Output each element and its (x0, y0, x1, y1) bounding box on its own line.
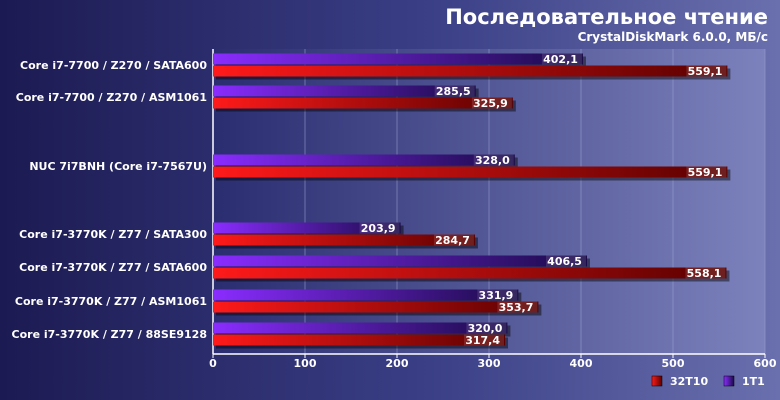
bar-32t10 (213, 334, 506, 346)
x-tick-label: 0 (209, 357, 217, 370)
value-label: 285,5 (436, 85, 471, 98)
bar-1t1 (213, 322, 508, 334)
value-label-bg (434, 85, 475, 97)
value-label: 353,7 (499, 301, 534, 314)
value-label-bg (464, 334, 505, 346)
category-label: Core i7-7700 / Z270 / ASM1061 (16, 91, 207, 104)
value-label-bg (541, 53, 582, 65)
bars (213, 53, 731, 349)
category-label: NUC 7i7BNH (Core i7-7567U) (29, 160, 207, 173)
category-labels: Core i7-7700 / Z270 / SATA600 Core i7-770… (12, 59, 208, 341)
value-label-bg (686, 65, 727, 77)
x-tick-label: 500 (662, 357, 685, 370)
legend-swatch-1t1 (723, 375, 735, 387)
value-label-bg (466, 322, 507, 334)
legend-swatch-32t10 (651, 375, 663, 387)
bar-1t1 (213, 255, 587, 267)
bar-32t10 (213, 65, 728, 77)
value-label: 203,9 (361, 222, 396, 235)
bar-1t1 (213, 154, 515, 166)
value-label: 559,1 (688, 166, 723, 179)
value-label: 284,7 (435, 234, 470, 247)
category-label: Core i7-3770K / Z77 / SATA600 (19, 261, 207, 274)
value-label-bg (471, 97, 512, 109)
value-label: 317,4 (465, 334, 500, 347)
value-label-bg (686, 166, 727, 178)
category-label: Core i7-7700 / Z270 / SATA600 (20, 59, 207, 72)
x-tick-label: 400 (570, 357, 593, 370)
bar-1t1 (213, 85, 476, 97)
category-label: Core i7-3770K / Z77 / SATA300 (19, 228, 207, 241)
value-label: 558,1 (687, 267, 722, 280)
x-tick-label: 300 (478, 357, 501, 370)
value-label: 320,0 (468, 322, 503, 335)
bar-32t10 (213, 234, 475, 246)
bar-32t10 (213, 267, 727, 279)
value-label: 328,0 (475, 154, 510, 167)
x-tick-label: 200 (386, 357, 409, 370)
x-tick-labels: 0 100 200 300 400 500 600 (209, 357, 777, 370)
legend: 32T10 1T1 (651, 375, 765, 388)
value-label-bg (473, 154, 514, 166)
x-tick-label: 600 (754, 357, 777, 370)
x-tick-label: 100 (294, 357, 317, 370)
bar-1t1 (213, 222, 401, 234)
category-label: Core i7-3770K / Z77 / ASM1061 (15, 295, 207, 308)
value-label: 406,5 (547, 255, 582, 268)
value-label-bg (477, 289, 518, 301)
bar-1t1 (213, 53, 583, 65)
value-label: 559,1 (688, 65, 723, 78)
value-label-bg (359, 222, 400, 234)
value-label-bg (545, 255, 586, 267)
category-label: Core i7-3770K / Z77 / 88SE9128 (12, 328, 207, 341)
bar-32t10 (213, 166, 728, 178)
legend-label-32t10: 32T10 (670, 375, 708, 388)
chart-title: Последовательное чтение (445, 5, 768, 29)
value-label: 402,1 (543, 53, 578, 66)
legend-label-1t1: 1T1 (742, 375, 765, 388)
value-label: 325,9 (473, 97, 508, 110)
bar-32t10 (213, 97, 513, 109)
value-labels: 402,1 285,5 328,0 203,9 406,5 331,9 320,0 559,1… (359, 53, 727, 347)
chart-subtitle: CrystalDiskMark 6.0.0, МБ/с (578, 30, 768, 44)
bar-32t10 (213, 301, 539, 313)
value-label-bg (497, 301, 538, 313)
bar-1t1 (213, 289, 519, 301)
value-label-bg (433, 234, 474, 246)
value-label: 331,9 (479, 289, 514, 302)
value-label-bg (685, 267, 726, 279)
